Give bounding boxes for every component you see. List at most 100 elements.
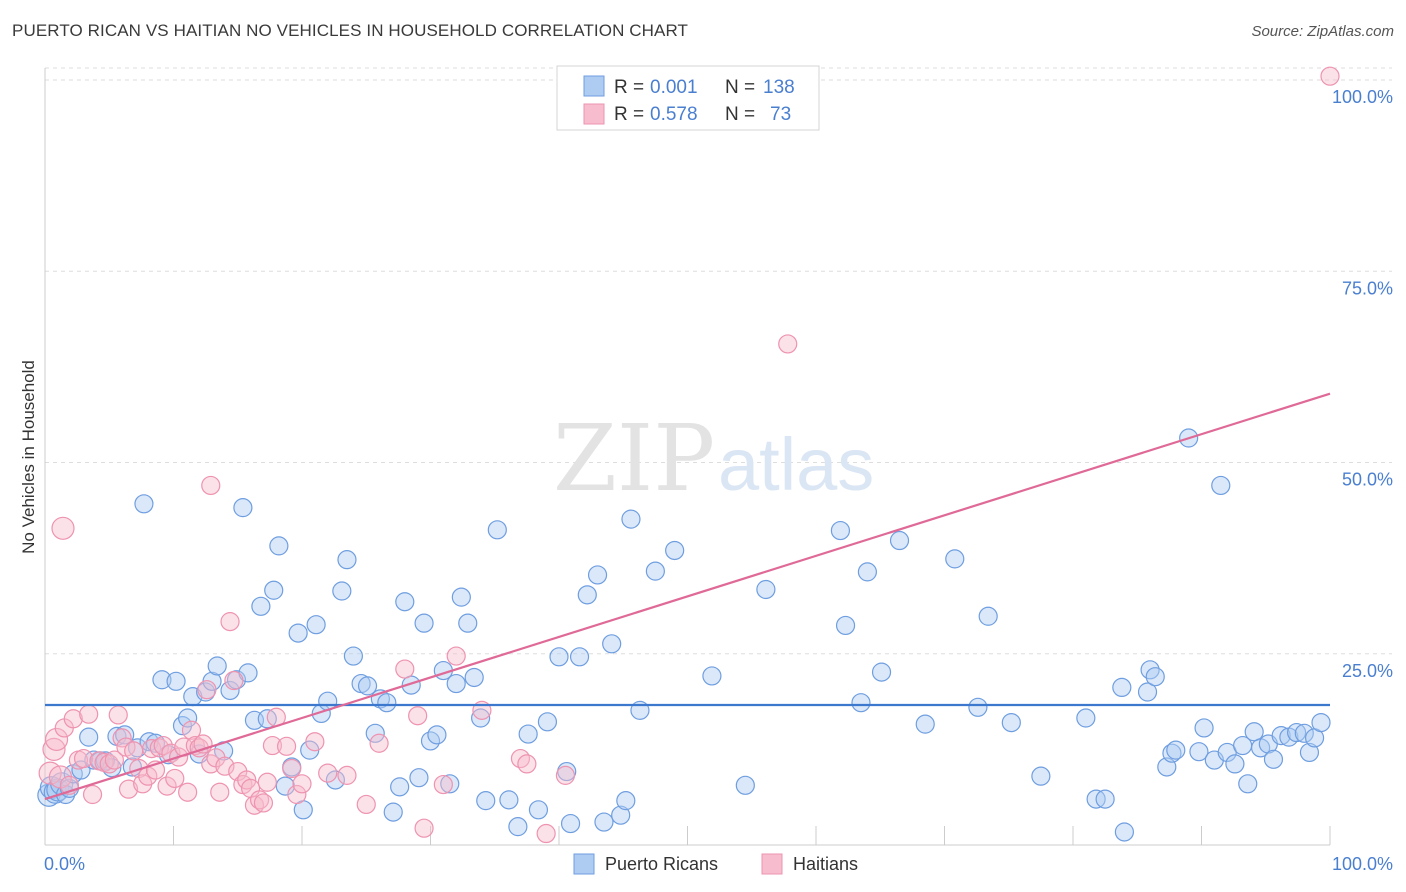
haitians-point	[517, 754, 537, 774]
puerto-ricans-point	[611, 805, 631, 825]
puerto-ricans-point	[1166, 740, 1186, 760]
haitians-point	[63, 709, 83, 729]
bottom-legend-label-haitians: Haitians	[793, 854, 858, 874]
haitians-point	[433, 774, 453, 795]
haitians-point	[104, 750, 124, 770]
y-tick-label: 25.0%	[1342, 661, 1393, 681]
trend-lines	[44, 392, 1331, 801]
haitians-point	[262, 735, 283, 756]
haitians-point	[99, 754, 119, 774]
puerto-ricans-point	[178, 708, 198, 728]
puerto-ricans-point	[288, 623, 308, 643]
puerto-ricans-point	[665, 540, 685, 561]
puerto-ricans-point	[365, 723, 385, 743]
puerto-ricans-point	[560, 813, 581, 834]
puerto-ricans-point	[1299, 742, 1320, 763]
haitians-point	[201, 754, 221, 774]
puerto-ricans-point	[79, 727, 99, 747]
legend-r-label-1: R =	[614, 77, 644, 98]
puerto-ricans-point	[1112, 677, 1132, 698]
haitians-point	[108, 705, 128, 725]
haitians-points	[38, 66, 1340, 844]
haitians-point	[181, 720, 202, 740]
puerto-ricans-point	[735, 775, 755, 795]
puerto-ricans-point	[1001, 712, 1021, 733]
haitians-point	[778, 334, 798, 354]
puerto-ricans-point	[122, 757, 142, 777]
legend-swatch-blue	[583, 75, 605, 97]
puerto-ricans-point	[451, 587, 471, 607]
puerto-ricans-point	[1271, 726, 1291, 746]
y-tick-label: 50.0%	[1342, 470, 1393, 490]
watermark-atlas: atlas	[718, 423, 874, 506]
puerto-ricans-point	[616, 791, 636, 811]
puerto-ricans-point	[306, 615, 326, 635]
puerto-ricans-point	[1189, 742, 1209, 762]
puerto-ricans-point	[1031, 766, 1051, 786]
puerto-ricans-point	[889, 530, 910, 551]
puerto-ricans-point	[1076, 708, 1096, 728]
puerto-ricans-point	[134, 494, 154, 514]
puerto-ricans-point	[756, 579, 776, 600]
puerto-ricans-point	[343, 646, 363, 666]
haitians-point	[414, 818, 434, 838]
puerto-ricans-point	[1211, 475, 1231, 496]
haitians-point	[292, 774, 312, 794]
haitians-point	[44, 727, 69, 752]
y-tick-label: 75.0%	[1342, 278, 1393, 298]
puerto-ricans-point	[978, 606, 998, 626]
y-axis-label: No Vehicles in Household	[19, 360, 38, 554]
y-tick-label: 100.0%	[1332, 87, 1393, 107]
haitians-point	[197, 680, 217, 700]
haitians-point	[408, 706, 428, 726]
haitians-point	[337, 765, 357, 785]
legend-n-label-1: N =	[725, 77, 755, 98]
puerto-ricans-point	[207, 656, 227, 676]
haitians-point	[142, 739, 162, 759]
haitians-point	[157, 776, 177, 796]
puerto-ricans-point	[357, 676, 378, 696]
puerto-ricans-point	[427, 725, 447, 745]
puerto-ricans-point	[220, 680, 240, 701]
puerto-ricans-point	[508, 817, 528, 837]
legend-r-value-2: 0.578	[650, 104, 698, 125]
puerto-ricans-point	[569, 647, 590, 667]
haitians-point	[51, 516, 75, 540]
legend-n-label-2: N =	[725, 104, 755, 125]
puerto-ricans-point	[251, 596, 271, 616]
puerto-ricans-point	[115, 725, 135, 745]
legend-r-label-2: R =	[614, 104, 644, 125]
x-tick-label-max: 100.0%	[1332, 854, 1393, 874]
haitians-point	[79, 704, 99, 724]
puerto-ricans-point	[645, 561, 665, 581]
haitians-point	[124, 741, 144, 761]
puerto-ricans-point	[395, 592, 415, 612]
puerto-ricans-point	[857, 562, 878, 582]
puerto-ricans-point	[390, 777, 410, 797]
puerto-ricans-point	[152, 670, 172, 690]
puerto-ricans-point	[518, 724, 538, 744]
y-tick-labels: 25.0% 50.0% 75.0% 100.0%	[1332, 87, 1393, 681]
haitians-point	[118, 779, 139, 799]
x-tick-label-min: 0.0%	[44, 854, 85, 874]
haitians-point	[210, 782, 230, 802]
haitians-point	[220, 612, 240, 632]
haitians-point	[555, 765, 576, 785]
haitians-point	[73, 748, 94, 769]
haitians-point	[257, 772, 277, 792]
legend-n-value-1: 138	[763, 77, 795, 98]
puerto-ricans-point	[1294, 723, 1314, 743]
puerto-ricans-points	[37, 428, 1331, 842]
puerto-ricans-point	[528, 800, 549, 820]
haitians-point	[153, 735, 173, 756]
haitians-point	[82, 784, 103, 805]
puerto-ricans-point	[1286, 722, 1307, 743]
puerto-ricans-point	[1095, 789, 1115, 809]
haitians-point	[369, 733, 389, 753]
puerto-ricans-point	[440, 774, 460, 794]
puerto-ricans-point	[1137, 682, 1158, 702]
puerto-ricans-point	[587, 565, 608, 585]
bottom-legend-swatch-blue	[573, 853, 595, 875]
puerto-ricans-point	[835, 615, 856, 636]
